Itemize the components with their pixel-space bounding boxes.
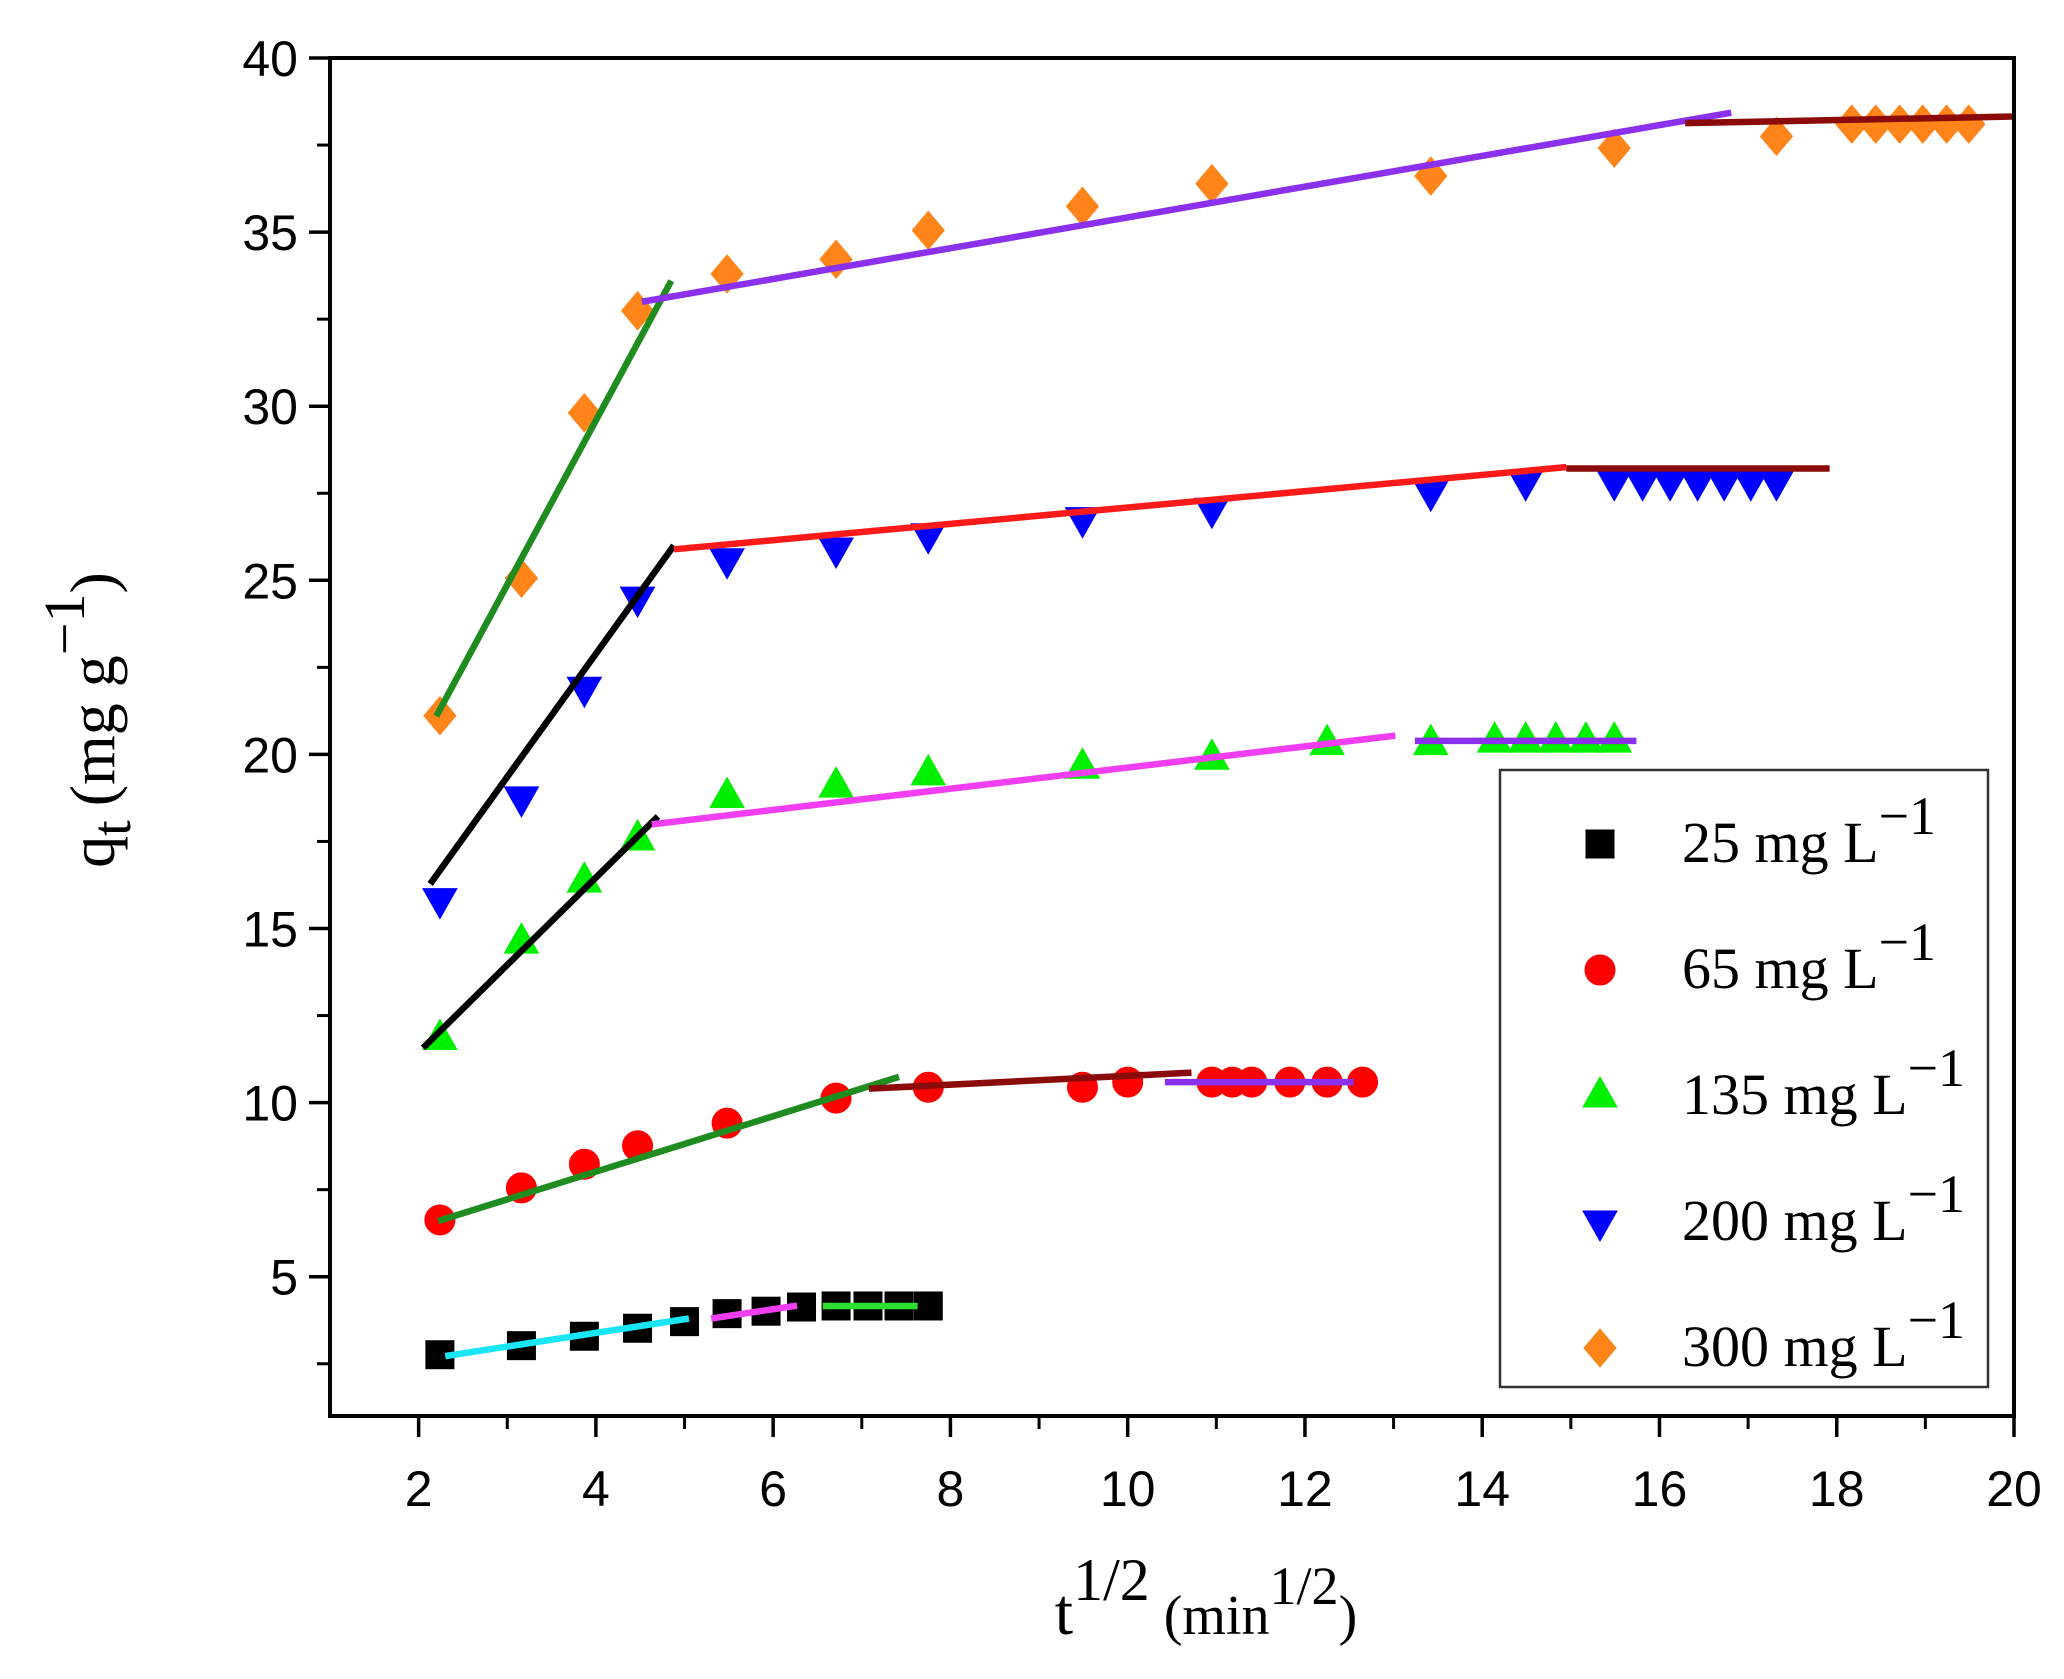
legend-label-sup: −1 (1879, 912, 1936, 972)
y-tick-label: 15 (242, 902, 298, 958)
data-point-300-mg-l (1759, 116, 1794, 157)
legend-label-sup: −1 (1908, 1038, 1965, 1098)
legend-label-text: 25 mg L (1682, 810, 1879, 875)
x-axis-label: t1/2(min1/2) (1055, 1547, 1357, 1649)
data-point-135-mg-l (709, 776, 745, 809)
legend-label-sup: −1 (1908, 1164, 1965, 1224)
legend-diamond-icon (1583, 1328, 1617, 1368)
data-point-135-mg-l (910, 753, 947, 786)
y-axis-label-sub: t (81, 820, 143, 836)
fit-line-65-mg-l-2 (868, 1069, 1192, 1092)
data-point-135-mg-l (1507, 721, 1544, 753)
y-tick-label: 40 (242, 31, 298, 87)
fit-line-300-mg-l-2 (641, 109, 1732, 305)
x-axis-label-sup: 1/2 (1073, 1547, 1150, 1613)
legend-label: 135 mg L−1 (1682, 1038, 1965, 1127)
fit-line-200-mg-l-1 (427, 543, 677, 886)
data-point-200-mg-l (818, 537, 854, 569)
legend-label-sup: −1 (1908, 1290, 1965, 1350)
x-tick-label: 2 (405, 1461, 433, 1517)
legend-circle-icon (1584, 954, 1616, 986)
x-axis-label-base: t (1055, 1576, 1073, 1649)
y-tick-label: 35 (242, 205, 298, 261)
legend-entry-65-mg-l: 65 mg L−1 (1584, 912, 1936, 1001)
y-tick-label: 25 (242, 553, 298, 609)
x-tick-label: 12 (1277, 1461, 1333, 1517)
x-tick-label: 8 (937, 1461, 965, 1517)
legend-square-icon (1585, 829, 1615, 859)
plot-frame (328, 56, 2016, 1418)
fit-line-25-mg-l-2 (710, 1302, 798, 1322)
fit-line-135-mg-l-2 (651, 732, 1396, 828)
y-axis-label: qt (mg g−1) (32, 572, 143, 868)
fit-line-200-mg-l-2 (673, 463, 1567, 553)
fit-line-300-mg-l-1 (433, 279, 675, 718)
y-axis-label-unit: (mg g (57, 655, 128, 806)
x-tick-label: 14 (1454, 1461, 1510, 1517)
x-tick-label: 20 (1986, 1461, 2042, 1517)
data-point-135-mg-l (1596, 721, 1633, 753)
data-point-200-mg-l (709, 548, 745, 580)
legend-triangle-up-icon (1582, 1075, 1618, 1108)
data-point-200-mg-l (619, 586, 656, 619)
legend-label: 300 mg L−1 (1682, 1290, 1965, 1379)
legend-box (1498, 768, 1990, 1389)
legend-label: 25 mg L−1 (1682, 786, 1936, 875)
legend-entry-25-mg-l: 25 mg L−1 (1585, 786, 1936, 875)
legend-label-text: 300 mg L (1682, 1314, 1908, 1379)
x-axis-label-unit: (min (1164, 1585, 1270, 1647)
y-tick-label: 10 (242, 1076, 298, 1132)
fit-lines (420, 109, 2015, 1360)
fit-line-25-mg-l-1 (444, 1315, 690, 1360)
data-point-200-mg-l (503, 786, 540, 818)
legend-label-text: 65 mg L (1682, 936, 1879, 1001)
x-axis-label-unit-sup: 1/2 (1270, 1556, 1339, 1616)
legend-label: 65 mg L−1 (1682, 912, 1936, 1001)
legend-entry-200-mg-l: 200 mg L−1 (1582, 1164, 1965, 1253)
data-point-135-mg-l (818, 766, 854, 798)
x-tick-label: 6 (759, 1461, 787, 1517)
data-point-135-mg-l (1537, 721, 1574, 753)
x-tick-label: 18 (1809, 1461, 1865, 1517)
legend-label-text: 135 mg L (1682, 1062, 1908, 1127)
y-tick-label: 5 (270, 1250, 298, 1306)
x-axis-label-close: ) (1339, 1585, 1358, 1647)
x-tick-label: 16 (1632, 1461, 1688, 1517)
y-axis-label-close: ) (57, 572, 128, 593)
data-point-135-mg-l (1476, 721, 1513, 753)
data-point-135-mg-l (1568, 721, 1604, 753)
legend-entry-135-mg-l: 135 mg L−1 (1582, 1038, 1965, 1127)
data-point-65-mg-l (1112, 1066, 1144, 1098)
legend-label: 200 mg L−1 (1682, 1164, 1965, 1253)
tick-labels: 2 4 6 8 10 12 14 16 18 20 5 10 15 20 25 30 35 40 (242, 31, 2041, 1517)
y-axis-label-unit-sup: −1 (32, 593, 97, 655)
legend-label-sup: −1 (1879, 786, 1936, 846)
legend-label-text: 200 mg L (1682, 1188, 1908, 1253)
legend-entry-300-mg-l: 300 mg L−1 (1583, 1290, 1965, 1379)
x-tick-label: 10 (1100, 1461, 1156, 1517)
data-point-25-mg-l (913, 1291, 943, 1321)
x-tick-label: 4 (582, 1461, 610, 1517)
legend-triangle-down-icon (1582, 1210, 1618, 1243)
y-axis-label-base: q (57, 836, 128, 868)
fit-line-300-mg-l-3 (1685, 113, 2015, 127)
axis-ticks (309, 56, 2016, 1437)
data-point-300-mg-l (1597, 128, 1631, 168)
fit-line-65-mg-l-1 (437, 1073, 900, 1225)
y-tick-label: 20 (242, 727, 298, 783)
y-tick-label: 30 (242, 379, 298, 435)
fit-line-135-mg-l-1 (420, 814, 661, 1051)
data-point-200-mg-l (422, 888, 458, 920)
